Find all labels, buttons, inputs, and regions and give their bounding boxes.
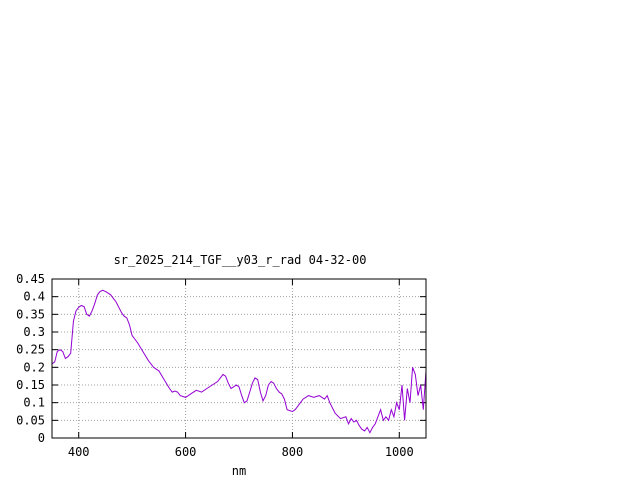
y-tick-label: 0.15 [16, 378, 45, 392]
plot-frame [51, 278, 427, 439]
y-tick-label: 0.4 [23, 290, 45, 304]
y-tick-label: 0.05 [16, 413, 45, 427]
x-axis-label: nm [232, 464, 246, 478]
x-tick-label: 600 [175, 445, 197, 459]
x-axis-ticks: 400 600 800 1000 [68, 279, 414, 459]
y-tick-label: 0.1 [23, 396, 45, 410]
y-tick-label: 0.25 [16, 343, 45, 357]
y-tick-label: 0.45 [16, 272, 45, 286]
x-tick-label: 800 [282, 445, 304, 459]
y-tick-label: 0.35 [16, 307, 45, 321]
y-axis-ticks: 0 0.05 0.1 0.15 0.2 0.25 0.3 0.35 0.4 0.45 [16, 272, 426, 445]
grid [52, 279, 426, 438]
y-tick-label: 0 [38, 431, 45, 445]
x-tick-label: 400 [68, 445, 90, 459]
chart-title: sr_2025_214_TGF__y03_r_rad 04-32-00 [114, 253, 367, 267]
y-tick-label: 0.3 [23, 325, 45, 339]
x-tick-label: 1000 [385, 445, 414, 459]
y-tick-label: 0.2 [23, 360, 45, 374]
series-line [51, 289, 427, 434]
